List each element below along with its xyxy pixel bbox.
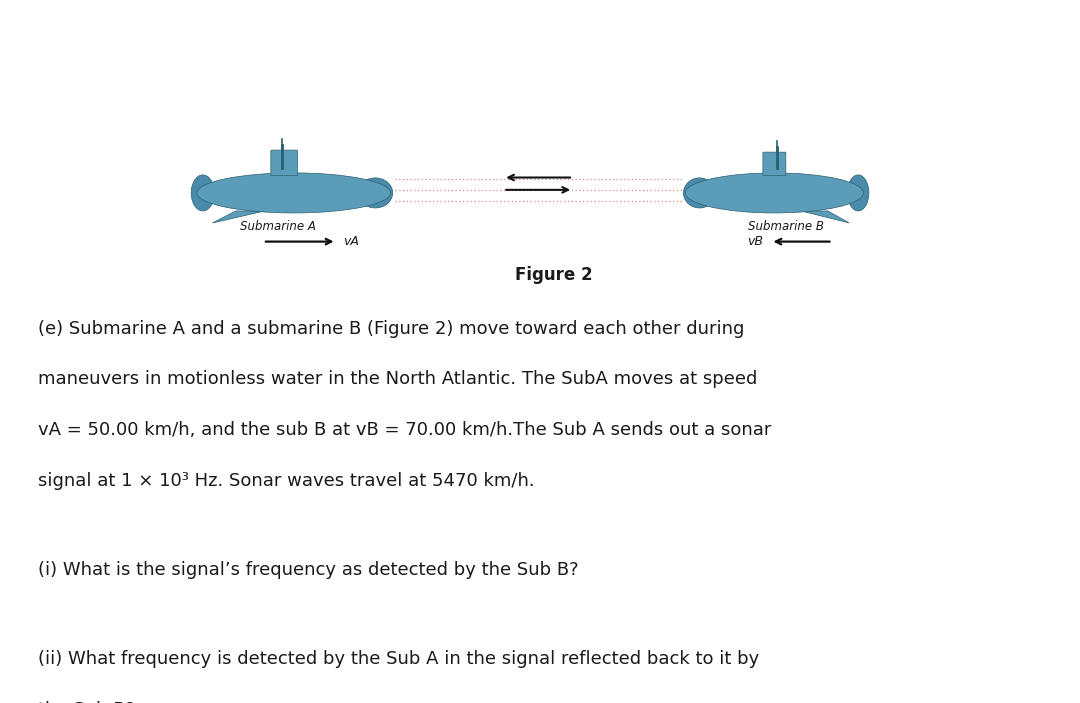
Text: signal at 1 × 10³ Hz. Sonar waves travel at 5470 km/h.: signal at 1 × 10³ Hz. Sonar waves travel… <box>38 472 535 490</box>
Text: maneuvers in motionless water in the North Atlantic. The SubA moves at speed: maneuvers in motionless water in the Nor… <box>38 370 757 389</box>
Polygon shape <box>213 211 265 223</box>
Text: vA = 50.00 km/h, and the sub B at vB = 70.00 km/h.The Sub A sends out a sonar: vA = 50.00 km/h, and the sub B at vB = 7… <box>38 421 771 439</box>
Text: Figure 2: Figure 2 <box>515 266 592 284</box>
Text: (e) Submarine A and a submarine B (Figure 2) move toward each other during: (e) Submarine A and a submarine B (Figur… <box>38 320 744 338</box>
Text: (i) What is the signal’s frequency as detected by the Sub B?: (i) What is the signal’s frequency as de… <box>38 561 579 579</box>
Ellipse shape <box>685 173 864 213</box>
Ellipse shape <box>191 175 215 211</box>
Ellipse shape <box>357 178 393 208</box>
FancyBboxPatch shape <box>271 150 298 176</box>
Text: Submarine B: Submarine B <box>748 220 824 233</box>
FancyBboxPatch shape <box>762 152 786 176</box>
Text: Submarine A: Submarine A <box>241 220 316 233</box>
Text: the Sub B?: the Sub B? <box>38 701 135 703</box>
Text: (ii) What frequency is detected by the Sub A in the signal reflected back to it : (ii) What frequency is detected by the S… <box>38 650 759 669</box>
Text: vB: vB <box>746 235 762 248</box>
Text: vA: vA <box>342 235 359 248</box>
Ellipse shape <box>848 175 868 211</box>
Ellipse shape <box>684 178 716 208</box>
Ellipse shape <box>197 173 391 213</box>
Polygon shape <box>801 211 849 223</box>
